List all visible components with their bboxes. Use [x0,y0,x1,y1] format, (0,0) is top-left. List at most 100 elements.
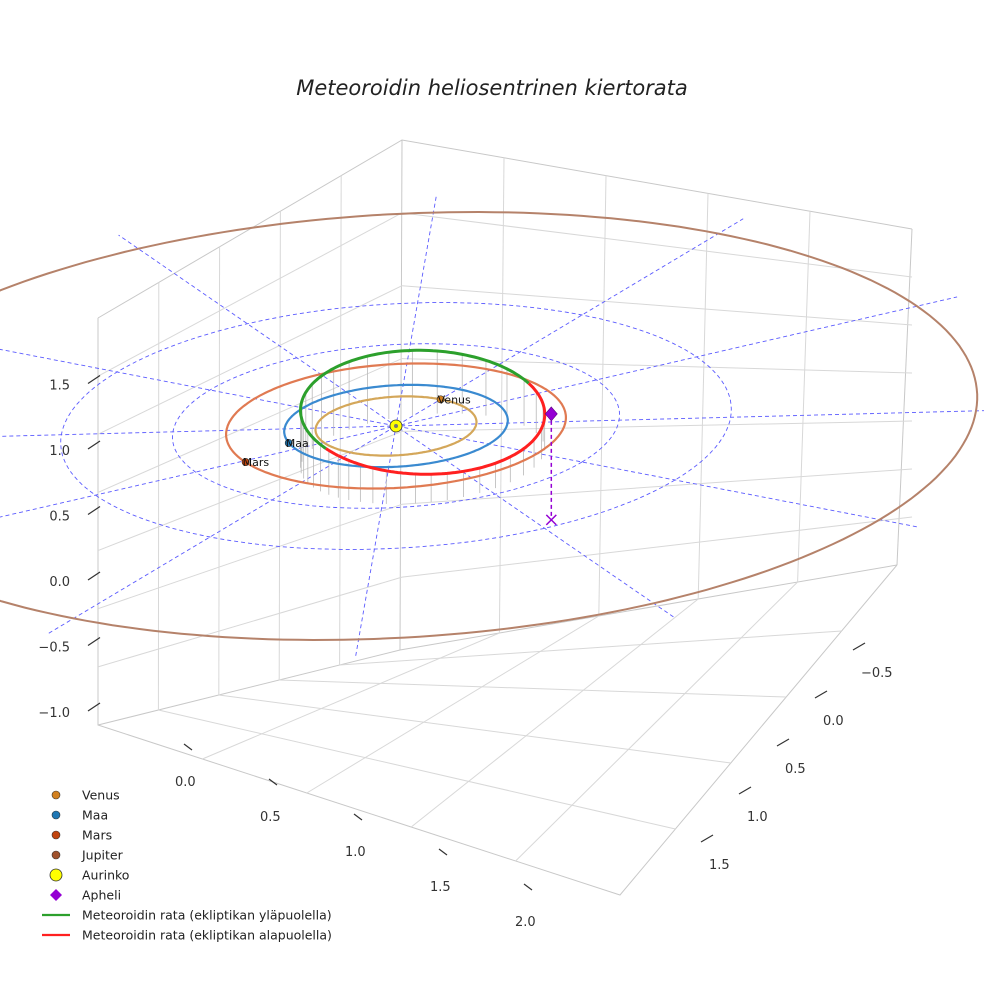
orbit-venus [314,395,478,457]
markers: Venus Maa Mars [241,393,558,526]
axis-panes [97,139,913,896]
reference-radial [0,348,917,528]
pane-right-vertical [896,228,913,566]
pane-floor-edge [97,318,898,896]
y-tick-mark [852,642,866,651]
floor-gridline [410,598,699,828]
y-tick-mark [814,690,828,699]
legend-5-swatch [50,889,62,901]
y-tick-label: 0.0 [823,714,844,729]
meteoroid-orbit [299,348,547,476]
left-wall-vertical [278,211,281,681]
right-wall-gridline [401,516,913,578]
reference-radial [0,296,958,518]
orbit-maa [283,383,509,469]
legend-7-label: Meteoroidin rata (ekliptikan alapuolella… [82,928,332,943]
legend-2-label: Mars [82,828,112,843]
planet-marker-maa [284,439,293,447]
y-tick-mark [738,786,752,795]
y-tick-mark [776,738,790,747]
left-wall-gridline [97,285,403,435]
planet-orbits [0,210,979,642]
right-wall-gridline [401,212,913,278]
reference-radial [0,410,984,437]
z-tick-label: 1.5 [49,379,70,394]
meteoroid-orbit-below [337,382,547,476]
y-tick-label: −0.5 [861,666,893,681]
right-wall-vertical [697,193,709,600]
orbit-projection-lines [300,350,546,505]
floor-gridline [515,581,798,862]
pane-floor-back-right [399,564,898,651]
y-tick-label: 1.5 [709,858,730,873]
planet-marker-venus [436,395,445,404]
legend-0-label: Venus [82,788,120,803]
z-tick-label: −0.5 [38,641,70,656]
legend-5-label: Apheli [82,888,121,903]
x-tick-mark [438,848,448,856]
floor-gridline [306,615,600,794]
sun-core [394,424,398,428]
orbit-mars [225,362,568,490]
y-tick-label: 0.5 [785,762,806,777]
x-tick-label: 1.0 [345,845,366,860]
legend-0-swatch [51,790,61,800]
floor-gridline [158,709,676,830]
planet-label-venus: Venus [438,393,471,406]
floor-gridline [279,679,787,698]
legend-4-label: Aurinko [82,868,129,883]
x-tick-mark [353,813,363,821]
x-tick-label: 0.0 [175,775,196,790]
left-wall-gridline [97,430,403,552]
legend-3-label: Jupiter [81,848,124,863]
left-wall-gridline [97,503,403,610]
floor-gridline [218,694,731,764]
right-wall-vertical [598,175,607,617]
legend-1-label: Maa [82,808,108,823]
planet-marker-mars [241,458,250,466]
planet-label-maa: Maa [286,437,309,450]
reference-circle [172,343,620,509]
axis-ticks: −1.0 −0.5 0.0 0.5 1.0 1.5 0.0 0.5 1.0 1.5 2.0 −0.5 0… [38,375,893,930]
legend-2-swatch [51,830,61,840]
legend-4-swatch [49,868,63,882]
z-tick-label: 0.0 [49,575,70,590]
x-tick-label: 1.5 [430,880,451,895]
x-tick-label: 2.0 [515,915,536,930]
left-wall-vertical [218,246,221,696]
pane-floor-back-left [97,649,401,726]
pane-top-edge [97,139,913,319]
z-tick-mark [87,375,101,384]
left-wall-vertical [339,175,342,666]
right-wall-vertical [797,211,811,583]
z-tick-mark [87,571,101,581]
left-wall-gridline [97,212,403,377]
x-tick-mark [268,778,278,786]
floor-gridline [202,632,500,760]
aphelion-marker [544,406,558,422]
x-tick-mark [523,883,533,891]
right-wall-gridline [401,285,913,326]
planet-label-mars: Mars [243,456,270,469]
z-tick-mark [87,440,101,450]
z-tick-label: 1.0 [49,444,70,459]
legend-3-swatch [51,850,61,860]
reference-radial [48,218,744,634]
y-tick-label: 1.0 [747,810,768,825]
meteoroid-orbit-above [299,348,530,450]
orbit-jupiter [0,210,979,642]
legend: Venus Maa Mars Jupiter Aurinko Apheli Meteoroi… [42,788,332,943]
right-wall-gridline [401,420,913,432]
floor-gridline [339,630,842,666]
z-tick-mark [87,637,101,646]
pane-back-vertical [399,139,403,651]
x-tick-mark [183,743,193,751]
z-tick-mark [87,506,101,515]
legend-6-label: Meteoroidin rata (ekliptikan yläpuolella… [82,908,332,923]
x-tick-label: 0.5 [260,810,281,825]
meteoroid-orbit-below [325,447,339,458]
z-tick-mark [87,702,101,712]
z-tick-label: −1.0 [38,706,70,721]
y-tick-mark [700,834,714,843]
